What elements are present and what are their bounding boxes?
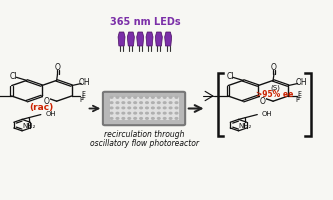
Circle shape xyxy=(116,97,119,98)
Circle shape xyxy=(175,112,178,114)
Circle shape xyxy=(110,97,113,98)
Circle shape xyxy=(152,118,154,119)
Circle shape xyxy=(122,107,125,109)
Circle shape xyxy=(116,107,119,109)
Circle shape xyxy=(175,118,178,119)
Polygon shape xyxy=(155,32,163,46)
Text: oscillatory flow photoreactor: oscillatory flow photoreactor xyxy=(90,139,198,148)
Circle shape xyxy=(164,112,166,114)
Text: F: F xyxy=(81,91,85,97)
Circle shape xyxy=(140,112,143,114)
Text: O: O xyxy=(44,97,50,106)
Text: F: F xyxy=(296,97,300,103)
Text: 365 nm LEDs: 365 nm LEDs xyxy=(110,17,180,27)
Text: F: F xyxy=(79,97,83,103)
Circle shape xyxy=(128,107,131,109)
Circle shape xyxy=(146,97,148,98)
Circle shape xyxy=(164,97,166,98)
Circle shape xyxy=(158,118,160,119)
Circle shape xyxy=(110,112,113,114)
Polygon shape xyxy=(137,32,144,46)
Circle shape xyxy=(122,102,125,103)
Circle shape xyxy=(122,112,125,114)
Polygon shape xyxy=(118,32,125,46)
Polygon shape xyxy=(127,32,134,46)
Circle shape xyxy=(146,102,148,103)
Circle shape xyxy=(164,102,166,103)
Circle shape xyxy=(152,107,154,109)
Text: O: O xyxy=(55,63,61,72)
Text: NH₂: NH₂ xyxy=(22,123,35,129)
Circle shape xyxy=(164,107,166,109)
Circle shape xyxy=(128,118,131,119)
Circle shape xyxy=(134,118,137,119)
Text: O: O xyxy=(271,63,277,72)
Circle shape xyxy=(110,107,113,109)
Polygon shape xyxy=(146,32,153,46)
Text: OH: OH xyxy=(262,111,272,117)
Text: recirculation through: recirculation through xyxy=(104,130,184,139)
Circle shape xyxy=(146,112,148,114)
Circle shape xyxy=(140,107,143,109)
Circle shape xyxy=(164,118,166,119)
Circle shape xyxy=(169,97,172,98)
Circle shape xyxy=(169,107,172,109)
Text: (rac): (rac) xyxy=(30,103,54,112)
Circle shape xyxy=(158,112,160,114)
Circle shape xyxy=(134,102,137,103)
Text: OH: OH xyxy=(45,111,56,117)
Circle shape xyxy=(175,102,178,103)
Circle shape xyxy=(122,118,125,119)
Circle shape xyxy=(140,102,143,103)
Text: F: F xyxy=(81,95,85,101)
Circle shape xyxy=(134,112,137,114)
Text: >95% ee: >95% ee xyxy=(256,90,293,99)
Text: O: O xyxy=(260,97,266,106)
Text: (S): (S) xyxy=(270,84,280,91)
Text: Cl: Cl xyxy=(10,72,17,81)
Circle shape xyxy=(128,97,131,98)
Polygon shape xyxy=(165,32,172,46)
Circle shape xyxy=(175,97,178,98)
Circle shape xyxy=(140,118,143,119)
Circle shape xyxy=(134,97,137,98)
Circle shape xyxy=(146,107,148,109)
Circle shape xyxy=(175,107,178,109)
Circle shape xyxy=(152,112,154,114)
Circle shape xyxy=(169,112,172,114)
Text: F: F xyxy=(297,91,301,97)
Text: F: F xyxy=(297,95,301,101)
Text: NH₂: NH₂ xyxy=(238,123,252,129)
Circle shape xyxy=(158,107,160,109)
Circle shape xyxy=(116,118,119,119)
Circle shape xyxy=(169,102,172,103)
Circle shape xyxy=(116,112,119,114)
Circle shape xyxy=(116,102,119,103)
Text: Cl: Cl xyxy=(226,72,234,81)
Circle shape xyxy=(169,118,172,119)
Circle shape xyxy=(134,107,137,109)
Circle shape xyxy=(158,97,160,98)
Circle shape xyxy=(110,118,113,119)
FancyBboxPatch shape xyxy=(103,92,185,125)
Circle shape xyxy=(152,97,154,98)
Circle shape xyxy=(140,97,143,98)
Circle shape xyxy=(122,97,125,98)
Circle shape xyxy=(110,102,113,103)
Circle shape xyxy=(128,112,131,114)
Circle shape xyxy=(146,118,148,119)
Circle shape xyxy=(152,102,154,103)
Circle shape xyxy=(128,102,131,103)
Bar xyxy=(109,96,179,120)
Text: OH: OH xyxy=(79,78,91,87)
Circle shape xyxy=(158,102,160,103)
Text: OH: OH xyxy=(295,78,307,87)
